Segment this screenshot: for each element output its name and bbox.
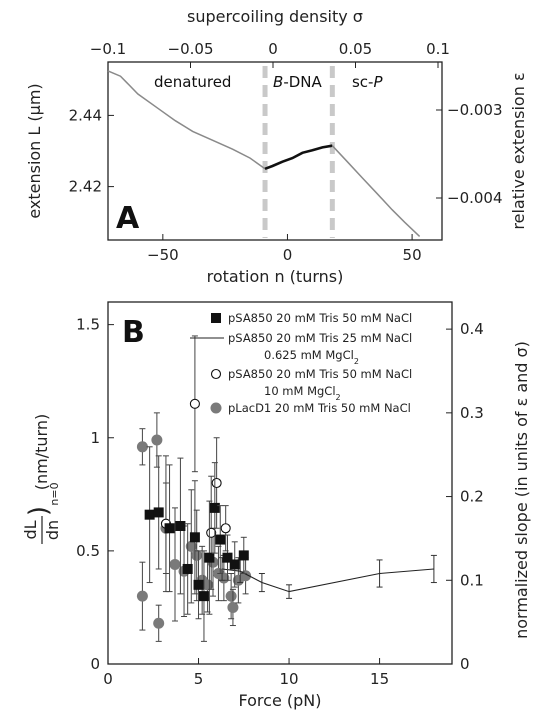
panel-a-top-tick-label: 0 — [268, 40, 278, 58]
filled-circle-marker — [151, 434, 163, 446]
open-circle-marker — [211, 477, 222, 489]
panel-b-plot-frame — [107, 301, 453, 665]
filled-circle-marker — [185, 540, 197, 552]
panel-b-y-axis-label: dL dn ) n=0 (nm/turn) — [21, 414, 62, 544]
panel-a-series-line — [331, 145, 421, 237]
square-marker — [193, 579, 204, 590]
panel-a-plot-frame — [107, 61, 443, 241]
series-line-mgcl2 — [222, 568, 434, 593]
legend-entry-label: pSA850 20 mM Tris 50 mM NaCl — [228, 311, 412, 325]
filled-circle-marker — [136, 441, 148, 453]
square-marker — [222, 552, 233, 563]
panel-b-right-tick-label: 0.3 — [460, 404, 484, 422]
panel-b-x-axis-label: Force (pN) — [239, 691, 322, 710]
panel-a-y-tick-label: 2.42 — [69, 178, 102, 196]
filled-circle-marker — [225, 590, 237, 602]
square-marker — [175, 520, 186, 531]
square-marker — [182, 563, 193, 574]
y-label-numerator: dL — [21, 520, 40, 539]
panel-b-x-tick-label: 10 — [280, 670, 299, 688]
panel-a: denatured B-DNA sc-P −50 0 50 2.42 2.44 −0.1 −0.… — [25, 7, 528, 286]
panel-a-ticks: −50 0 50 2.42 2.44 −0.1 −0.05 0 0.05 0.1 −0.003 −0.… — [69, 40, 503, 264]
legend-entry-label-line2: 0.625 mM MgCl2 — [264, 348, 359, 366]
filled-circle-marker — [136, 590, 148, 602]
y-label-bracket: ) — [24, 506, 54, 516]
panel-a-right-tick-label: −0.003 — [447, 101, 503, 119]
panel-a-y-tick-label: 2.44 — [69, 106, 102, 124]
legend-entry-label: pLacD1 20 mM Tris 50 mM NaCl — [228, 401, 411, 415]
panel-b-y-tick-label: 1.5 — [76, 316, 100, 334]
panel-a-series-line — [264, 144, 333, 171]
panel-b-ticks: 0 5 10 15 0 0.5 1 1.5 0 0.1 0.2 0.3 0.4 — [76, 316, 484, 688]
legend-square-marker — [211, 313, 221, 323]
panel-a-top-tick-label: −0.1 — [90, 40, 126, 58]
panel-a-region-label: denatured — [154, 73, 231, 91]
panel-a-top-x-axis-label: supercoiling density σ — [187, 7, 363, 26]
filled-circle-marker — [191, 549, 203, 561]
square-marker — [215, 534, 226, 545]
legend-open-circle-marker — [210, 368, 222, 380]
square-marker — [189, 532, 200, 543]
panel-b-right-tick-label: 0 — [460, 655, 470, 673]
panel-b-y-tick-label: 1 — [90, 429, 100, 447]
panel-a-region-labels: denatured B-DNA sc-P — [154, 73, 383, 91]
filled-circle-marker — [153, 617, 165, 629]
filled-circle-marker — [202, 579, 214, 591]
panel-a-dashed-lines — [262, 66, 335, 238]
panel-a-right-tick-label: −0.004 — [447, 189, 503, 207]
filled-circle-marker — [169, 558, 181, 570]
panel-a-y-axis-label: extension L (μm) — [25, 83, 44, 218]
panel-a-top-tick-label: 0.05 — [339, 40, 372, 58]
panel-b-legend: pSA850 20 mM Tris 50 mM NaCl pSA850 20 mM… — [190, 311, 412, 415]
panel-b-y-tick-label: 0 — [90, 655, 100, 673]
open-circle-marker — [220, 523, 231, 534]
panel-b-y-tick-label: 0.5 — [76, 542, 100, 560]
panel-a-x-tick-label: −50 — [147, 246, 179, 264]
y-label-subscript: n=0 — [48, 482, 61, 505]
panel-b-right-tick-label: 0.4 — [460, 320, 484, 338]
y-label-denominator: dn — [43, 520, 62, 540]
square-marker — [198, 591, 209, 602]
square-marker — [209, 502, 220, 513]
open-circle-marker — [189, 398, 200, 409]
legend-entry-label: pSA850 20 mM Tris 50 mM NaCl — [228, 367, 412, 381]
legend-entry-label-line2: 10 mM MgCl2 — [264, 384, 341, 402]
y-label-unit: (nm/turn) — [32, 414, 51, 490]
panel-a-series-line — [107, 70, 266, 170]
square-marker — [153, 507, 164, 518]
panel-a-top-tick-label: −0.05 — [168, 40, 214, 58]
panel-b-right-y-axis-label: normalized slope (in units of ε and σ) — [512, 341, 531, 639]
panel-b-x-tick-label: 15 — [370, 670, 389, 688]
panel-a-right-y-axis-label: relative extension ε — [509, 72, 528, 229]
filled-circle-marker — [227, 601, 239, 613]
square-marker — [164, 523, 175, 534]
panel-a-x-tick-label: 50 — [403, 246, 422, 264]
panel-a-letter: A — [116, 201, 140, 236]
panel-b-x-tick-label: 0 — [103, 670, 113, 688]
panel-b-right-tick-label: 0.1 — [460, 571, 484, 589]
square-marker — [238, 550, 249, 561]
panel-b: 0 5 10 15 0 0.5 1 1.5 0 0.1 0.2 0.3 0.4 pSA850 20 mM… — [21, 301, 531, 710]
panel-a-x-axis-label: rotation n (turns) — [207, 267, 344, 286]
square-marker — [229, 559, 240, 570]
panel-b-series — [136, 335, 437, 642]
legend-entry-label: pSA850 20 mM Tris 25 mM NaCl — [228, 331, 412, 345]
square-marker — [144, 509, 155, 520]
panel-a-series — [107, 70, 421, 237]
panel-b-letter: B — [122, 315, 145, 350]
panel-a-region-label: sc-P — [352, 73, 383, 91]
panel-a-region-label: B-DNA — [273, 73, 322, 91]
panel-b-right-tick-label: 0.2 — [460, 488, 484, 506]
legend-filled-circle-marker — [210, 402, 222, 414]
square-marker — [204, 552, 215, 563]
panel-a-top-tick-label: 0.1 — [426, 40, 450, 58]
panel-a-x-tick-label: 0 — [283, 246, 293, 264]
panel-b-x-tick-label: 5 — [194, 670, 204, 688]
